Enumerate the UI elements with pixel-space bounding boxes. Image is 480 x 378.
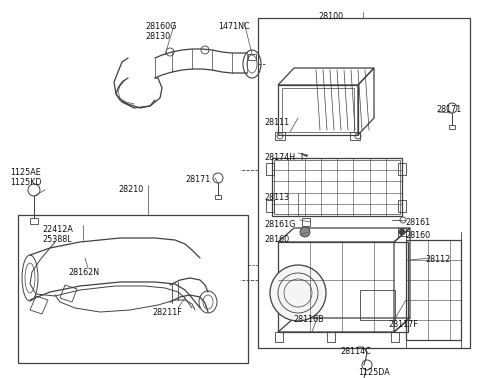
Text: 28162N: 28162N [68,268,99,277]
Text: 28130: 28130 [145,32,170,41]
Bar [275,332,283,342]
Text: 28160: 28160 [264,235,289,244]
Bar [248,54,256,60]
Text: 28114C: 28114C [340,347,371,356]
Text: 1125AE: 1125AE [10,168,41,177]
Text: 28160G: 28160G [145,22,176,31]
Text: 28100: 28100 [318,12,343,21]
Text: 28171: 28171 [436,105,461,114]
Text: 28117F: 28117F [388,320,418,329]
Bar [266,200,274,212]
Bar [278,242,408,332]
Circle shape [300,227,310,237]
Text: 28210: 28210 [118,185,143,194]
Text: 1125DA: 1125DA [358,368,390,377]
Text: 1471NC: 1471NC [218,22,250,31]
Bar [272,158,402,216]
Bar [327,332,335,342]
Text: 28171: 28171 [185,175,210,184]
Bar [360,290,395,320]
Text: 28113: 28113 [264,193,289,202]
Text: 28174H: 28174H [264,153,295,162]
Text: 28160: 28160 [405,231,430,240]
Text: 28112: 28112 [425,255,450,264]
Text: 28211F: 28211F [152,308,182,317]
Bar [398,163,406,175]
Bar [258,18,470,348]
Text: 28161G: 28161G [264,220,295,229]
Bar [406,240,461,340]
Bar [215,195,221,199]
Text: 1125KD: 1125KD [10,178,41,187]
Bar [302,218,310,226]
Bar [391,332,399,342]
Text: 28116B: 28116B [293,315,324,324]
Text: 28161: 28161 [405,218,430,227]
Bar [282,88,354,132]
Bar [30,218,38,224]
Bar [266,163,274,175]
Bar [18,215,248,363]
Text: 25388L: 25388L [42,235,72,244]
Bar [350,132,360,140]
Bar [274,160,400,214]
Circle shape [270,265,326,321]
Bar [275,132,285,140]
Circle shape [399,229,405,235]
Bar [398,228,406,236]
Bar [398,200,406,212]
Text: 22412A: 22412A [42,225,73,234]
Bar [449,125,455,129]
Text: 28111: 28111 [264,118,289,127]
